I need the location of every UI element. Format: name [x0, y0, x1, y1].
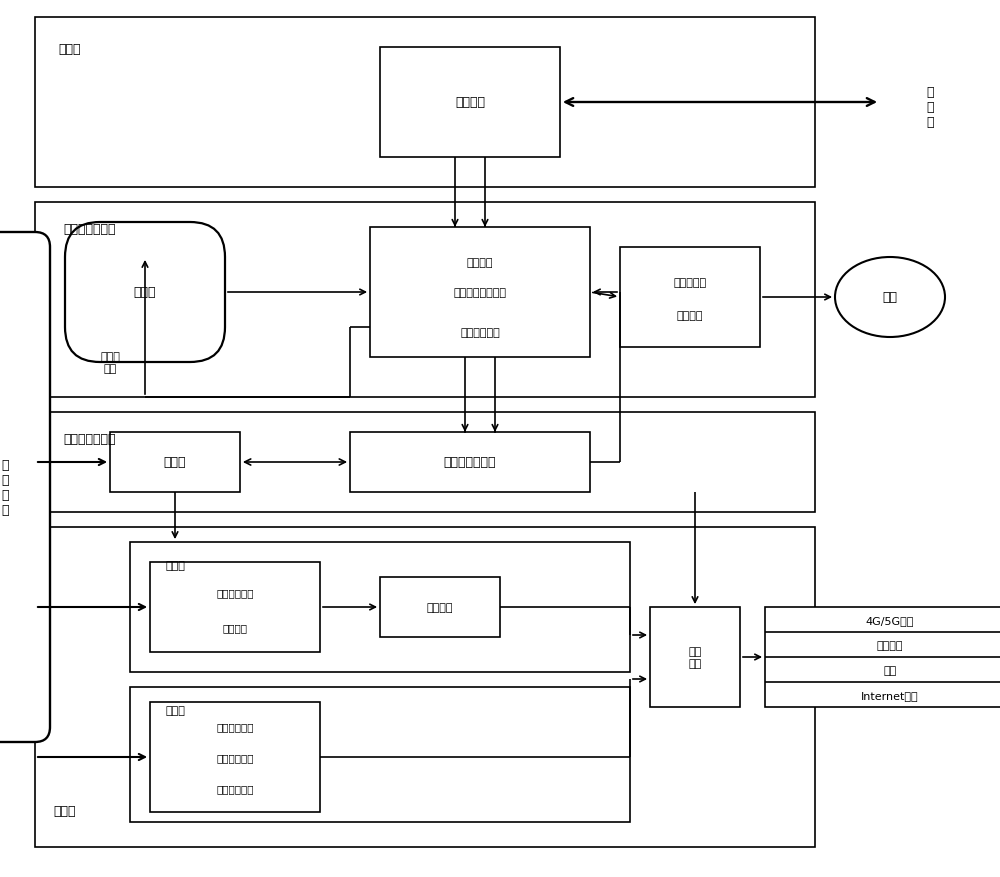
Text: 反应层: 反应层 [165, 560, 185, 570]
Text: 停车保护行为: 停车保护行为 [216, 783, 254, 793]
Bar [650, 607, 740, 707]
Text: 4G/5G通讯: 4G/5G通讯 [866, 616, 914, 625]
Text: 机器人端规划层: 机器人端规划层 [64, 432, 116, 446]
Text: 为序列评估器: 为序列评估器 [460, 328, 500, 338]
Bar [765, 607, 1000, 707]
Text: 目标导向行为: 目标导向行为 [216, 587, 254, 597]
Bar [150, 562, 320, 652]
Text: 机器人自主控制行: 机器人自主控制行 [454, 288, 507, 297]
Bar [35, 203, 815, 397]
Text: 远程端: 远程端 [59, 43, 81, 56]
Text: 电机: 电机 [883, 291, 898, 304]
Text: 更新知
识库: 更新知 识库 [100, 352, 120, 374]
Text: 人机交互: 人机交互 [455, 96, 485, 110]
Bar [110, 432, 240, 493]
Text: 有人闯入行为: 有人闯入行为 [216, 752, 254, 762]
Ellipse shape [835, 258, 945, 338]
Text: 行为序列评估层: 行为序列评估层 [64, 223, 116, 236]
Text: 规划器: 规划器 [164, 456, 186, 469]
Bar [35, 18, 815, 188]
Text: 避障行为: 避障行为 [222, 622, 248, 632]
Text: 方向转角: 方向转角 [677, 310, 703, 321]
Text: 知识库: 知识库 [134, 286, 156, 299]
Bar [370, 228, 590, 358]
FancyBboxPatch shape [0, 232, 50, 742]
Bar [380, 48, 560, 158]
Text: 行为层: 行为层 [54, 804, 76, 817]
Bar [130, 542, 630, 673]
Text: 行为协调: 行为协调 [427, 602, 453, 612]
Text: 机器人自主控制: 机器人自主控制 [444, 456, 496, 469]
Text: 声光恐吓: 声光恐吓 [877, 640, 903, 650]
FancyBboxPatch shape [65, 223, 225, 362]
Bar [620, 247, 760, 347]
Bar [35, 527, 815, 847]
Text: 远程控制: 远程控制 [467, 258, 493, 267]
Bar [350, 432, 590, 493]
Text: 上
位
机: 上 位 机 [926, 87, 934, 129]
Text: 环
境
信
息: 环 境 信 息 [1, 459, 9, 517]
Text: 火灾报警行为: 火灾报警行为 [216, 722, 254, 731]
Bar [130, 688, 630, 822]
Text: 录影: 录影 [883, 666, 897, 675]
Bar [35, 412, 815, 512]
Text: 行为
选择: 行为 选择 [688, 646, 702, 668]
Bar [380, 577, 500, 638]
Text: 输出速度和: 输出速度和 [673, 278, 707, 288]
Text: Internet报警: Internet报警 [861, 690, 919, 700]
Bar [150, 702, 320, 812]
Text: 反射层: 反射层 [165, 705, 185, 715]
